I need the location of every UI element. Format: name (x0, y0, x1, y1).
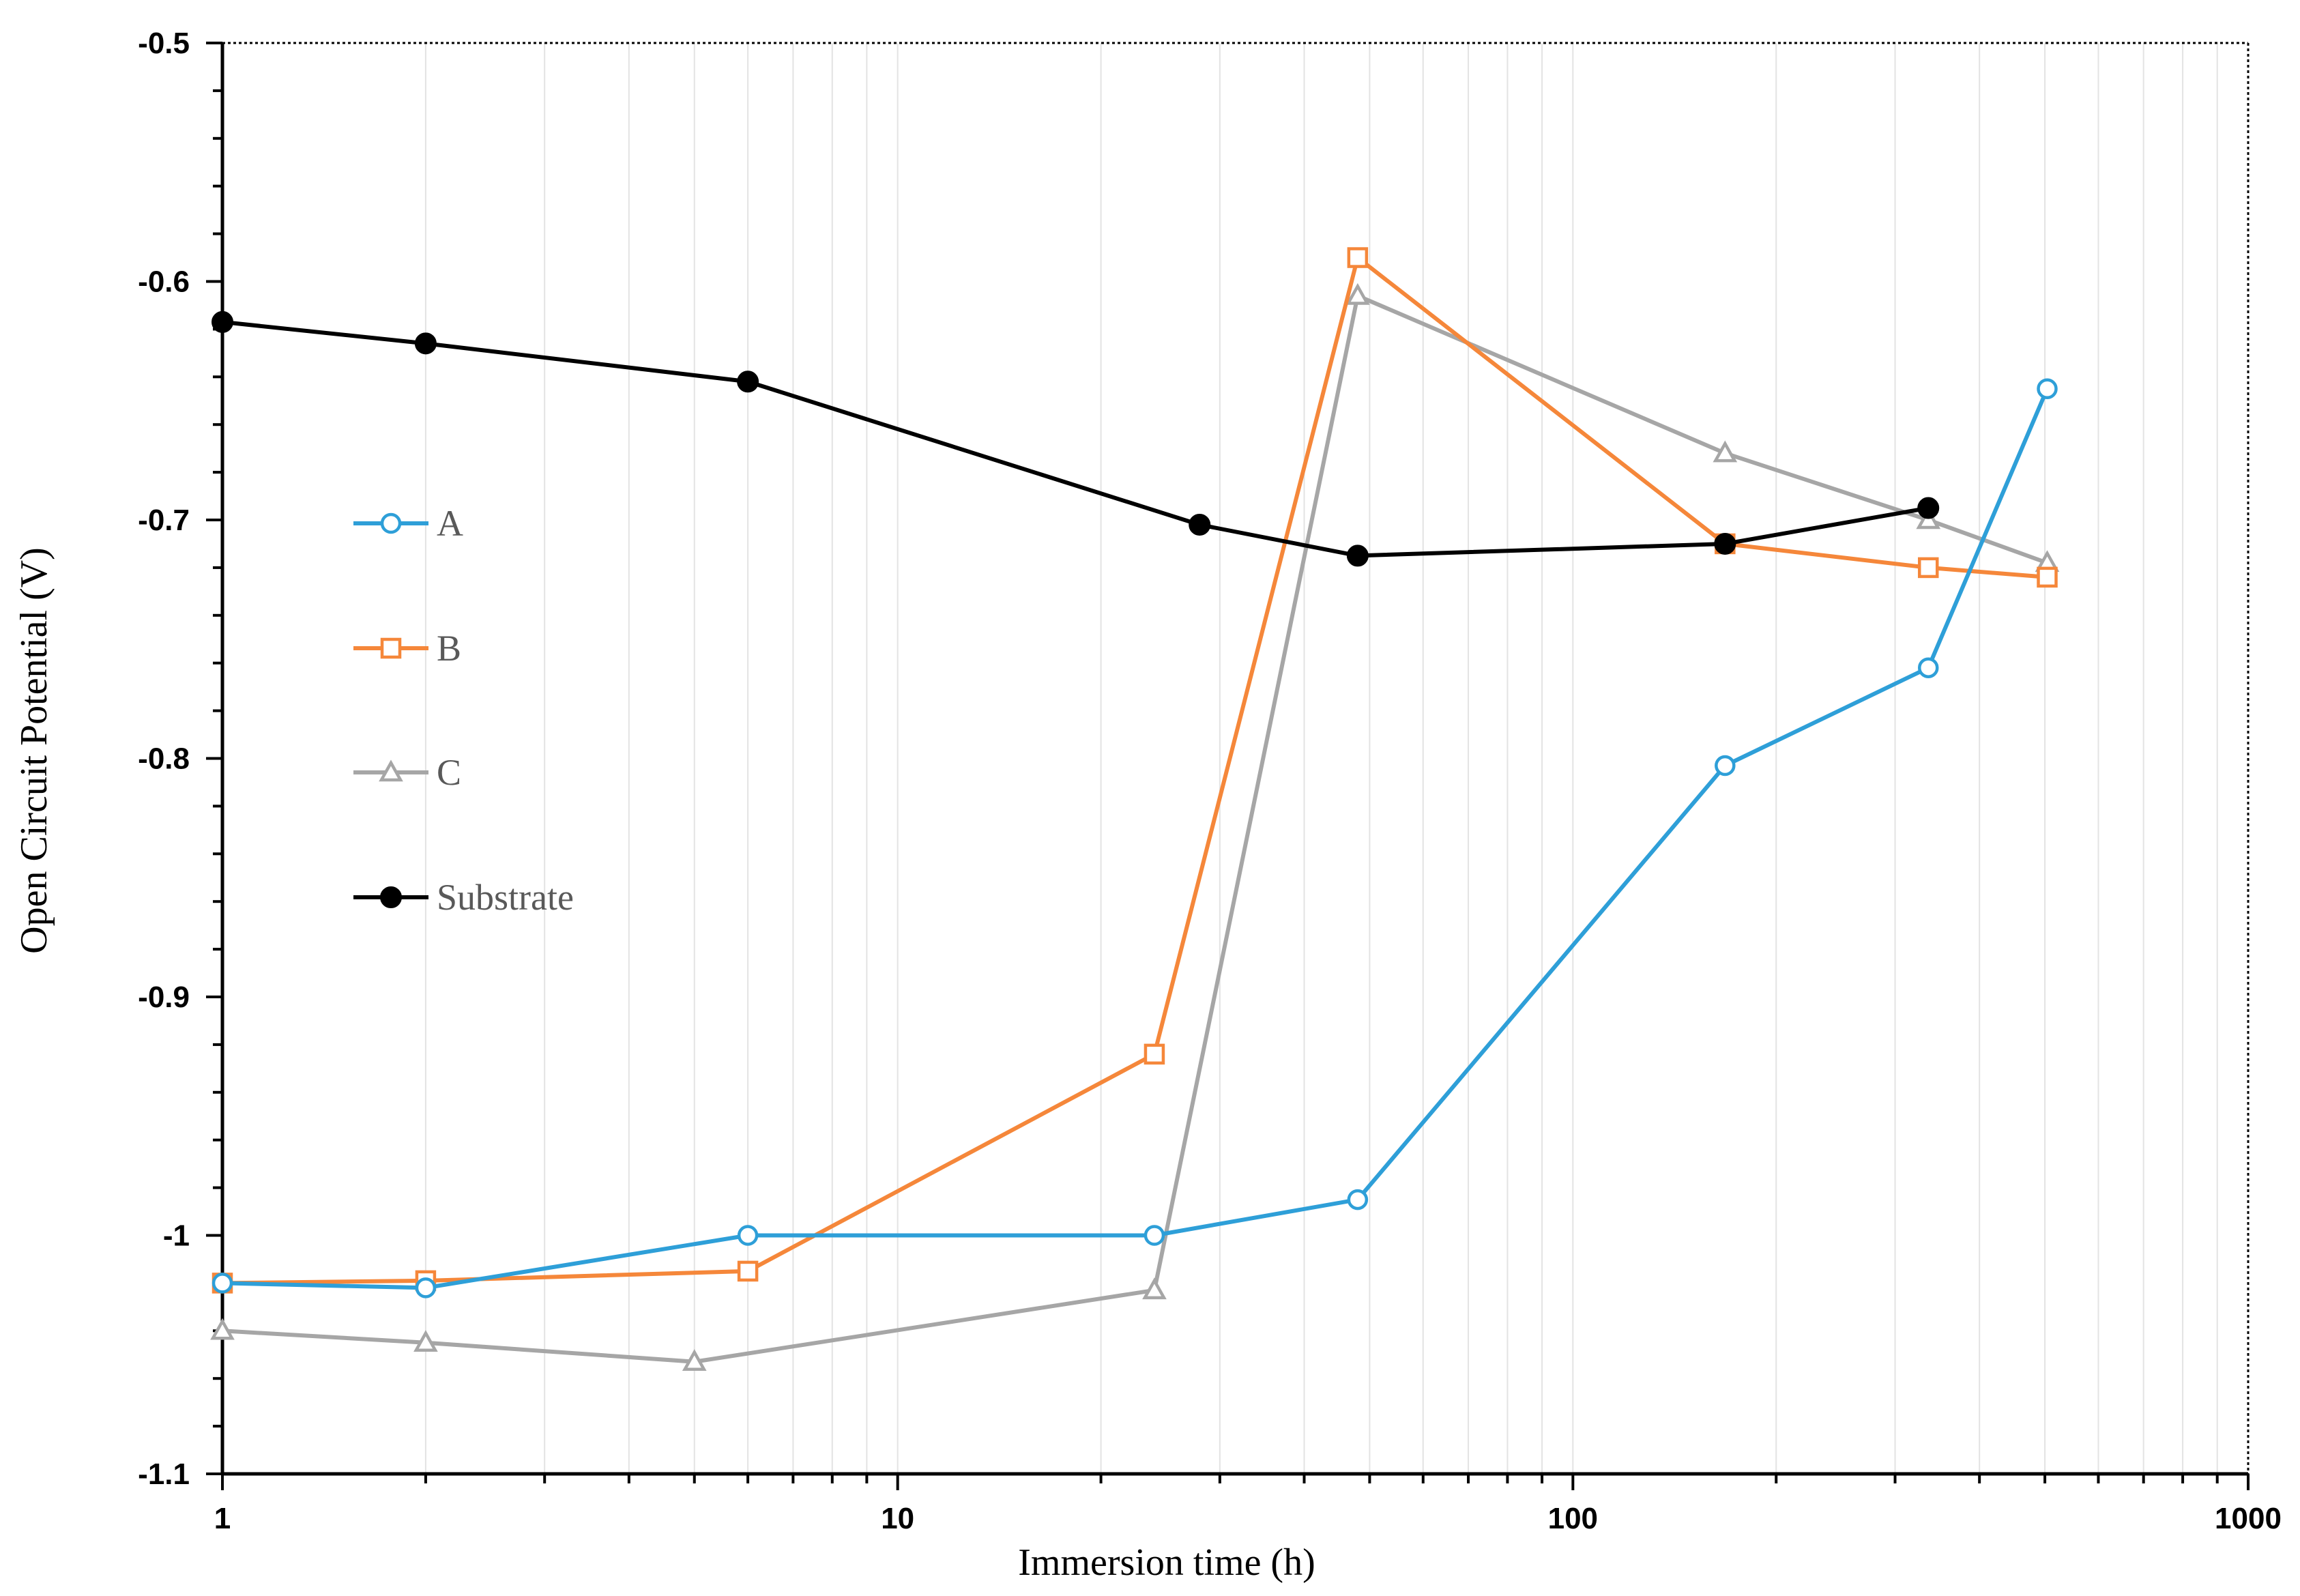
y-tick-label: -1 (163, 1219, 190, 1253)
y-tick-label: -0.6 (138, 265, 190, 299)
x-tick-label: 10 (881, 1502, 914, 1535)
plot-frame (222, 42, 2250, 1474)
x-tick-label: 100 (1548, 1502, 1598, 1535)
data-point-b (737, 1260, 759, 1282)
y-tick-label: -1.1 (138, 1457, 190, 1491)
data-point-b (1347, 247, 1369, 268)
grid-layer (424, 43, 2218, 1474)
data-point-b (1917, 557, 1939, 579)
legend: A B C Substrate (353, 503, 574, 918)
data-point-a (2037, 378, 2058, 400)
data-point-substrate (212, 310, 233, 333)
x-tick-label: 1000 (2215, 1502, 2282, 1535)
series-c (210, 282, 2060, 1371)
legend-item-b: B (353, 628, 461, 669)
data-point-substrate (414, 332, 437, 355)
data-point-a (212, 1273, 233, 1294)
data-point-c (682, 1349, 707, 1371)
y-tick-label: -0.7 (138, 504, 190, 537)
series-line-c (222, 293, 2048, 1364)
legend-marker-c (379, 759, 403, 782)
data-point-substrate (1346, 545, 1369, 567)
legend-item-c: C (353, 752, 461, 793)
data-point-a (1917, 657, 1939, 678)
axes: -0.5 -0.6 -0.7 -0.8 -0.9 -1 -1.1 1 10 100 1000 (138, 27, 2282, 1535)
series-layer (210, 247, 2060, 1371)
data-point-a (737, 1225, 759, 1246)
data-point-substrate (737, 371, 759, 393)
data-point-substrate (1714, 532, 1736, 555)
data-point-c (1345, 282, 1370, 305)
legend-marker-substrate (380, 886, 402, 908)
legend-marker-b (380, 637, 402, 659)
legend-item-substrate: Substrate (353, 877, 574, 918)
y-tick-label: -0.5 (138, 27, 190, 60)
data-point-a (1347, 1189, 1369, 1210)
data-point-substrate (1189, 513, 1211, 536)
series-line-a (222, 388, 2050, 1290)
data-point-c (413, 1330, 438, 1352)
data-point-c (1142, 1277, 1167, 1300)
data-point-c (1713, 440, 1738, 463)
y-tick-label: -0.9 (138, 981, 190, 1014)
data-point-substrate (1917, 497, 1940, 519)
legend-label-c: C (437, 752, 461, 793)
y-tick-label: -0.8 (138, 742, 190, 776)
data-point-a (415, 1277, 437, 1298)
y-axis-title: Open Circuit Potential (V) (13, 547, 55, 954)
legend-item-a: A (353, 503, 463, 544)
legend-label-a: A (437, 503, 463, 544)
series-a (212, 378, 2058, 1298)
legend-marker-a (380, 512, 402, 534)
data-point-a (1144, 1225, 1165, 1246)
data-point-a (1715, 755, 1736, 777)
legend-label-b: B (437, 628, 461, 669)
x-axis-title: Immersion time (h) (1018, 1541, 1315, 1584)
data-point-b (2037, 566, 2058, 588)
data-point-b (1144, 1043, 1165, 1065)
x-tick-label: 1 (214, 1502, 231, 1535)
data-point-c (210, 1318, 235, 1340)
series-substrate (212, 310, 1940, 567)
legend-label-substrate: Substrate (437, 877, 574, 918)
